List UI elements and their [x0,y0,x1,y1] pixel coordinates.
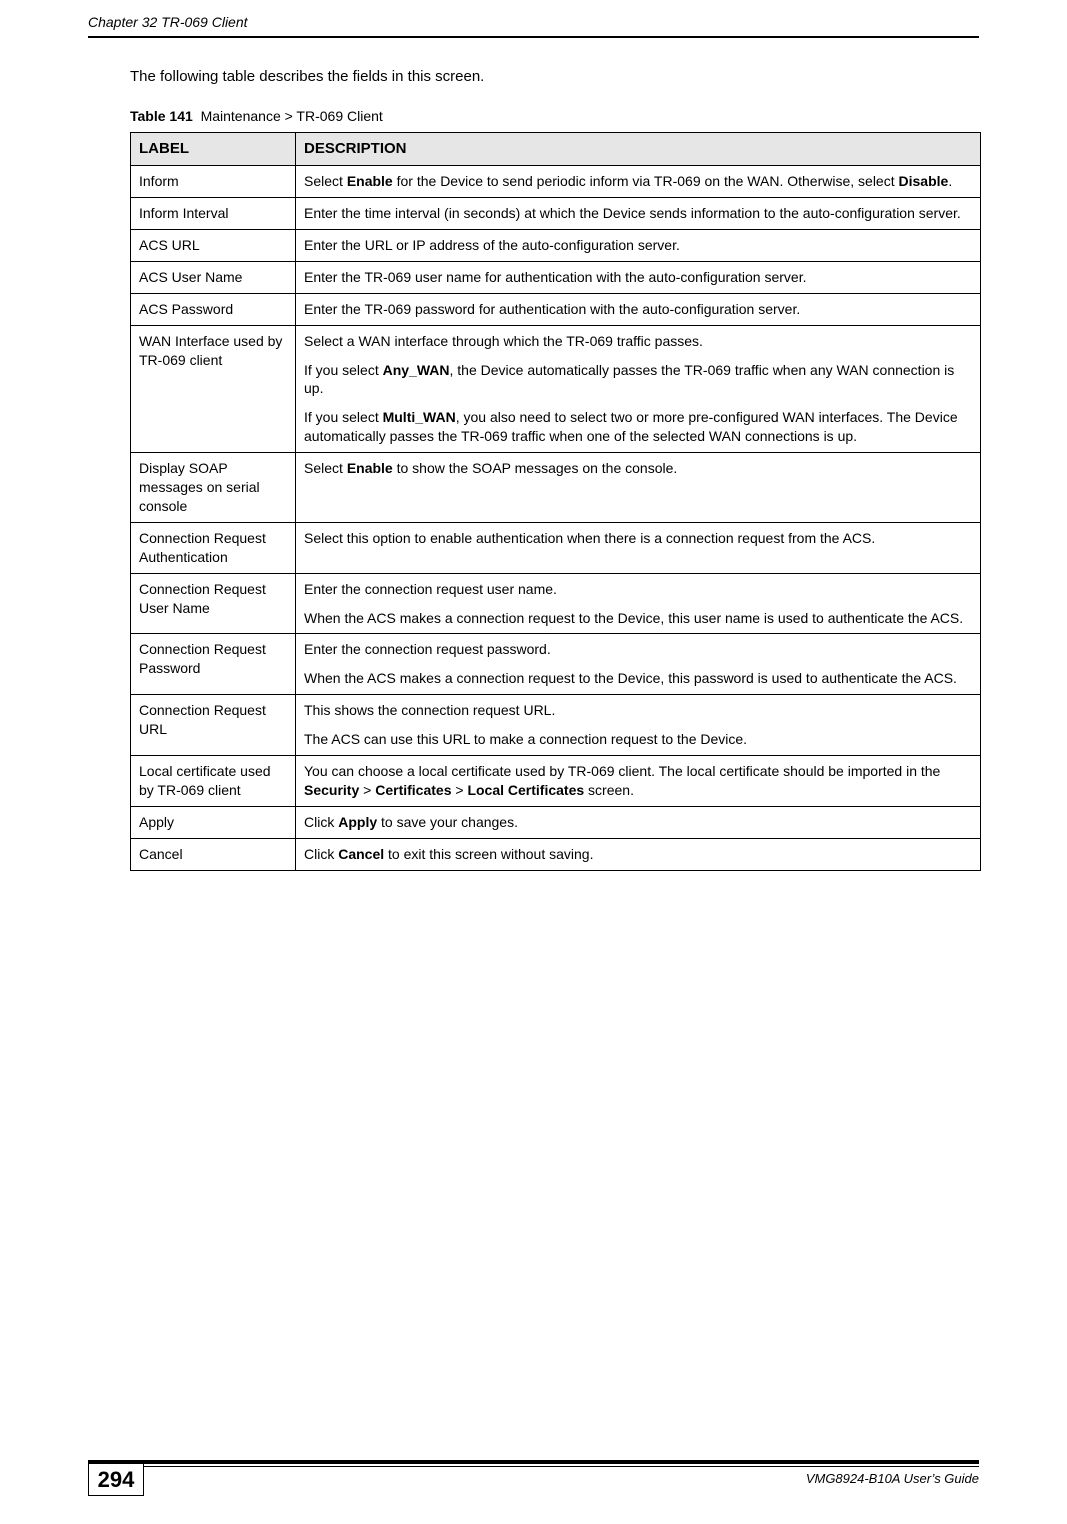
table-body: InformSelect Enable for the Device to se… [131,166,981,870]
table-cell-description: Select Enable to show the SOAP messages … [296,453,981,523]
table-cell-description: Select Enable for the Device to send per… [296,166,981,198]
table-row: WAN Interface used by TR-069 clientSelec… [131,325,981,452]
table-row: ACS URLEnter the URL or IP address of th… [131,230,981,262]
table-cell-label: Inform [131,166,296,198]
table-cell-description: Enter the TR-069 user name for authentic… [296,261,981,293]
table-row: CancelClick Cancel to exit this screen w… [131,838,981,870]
table-row: ACS User NameEnter the TR-069 user name … [131,261,981,293]
description-table: LABEL DESCRIPTION InformSelect Enable fo… [130,132,981,871]
table-cell-description: Enter the connection request user name.W… [296,573,981,634]
footer-doc-title: VMG8924-B10A User’s Guide [806,1471,979,1486]
chapter-header: Chapter 32 TR-069 Client [88,14,248,30]
table-cell-description: Enter the connection request password.Wh… [296,634,981,695]
table-cell-label: Connection Request Password [131,634,296,695]
table-cell-description: Click Cancel to exit this screen without… [296,838,981,870]
footer-rule-thin [144,1466,979,1467]
table-cell-description: You can choose a local certificate used … [296,755,981,806]
table-cell-label: Connection Request Authentication [131,522,296,573]
table-cell-description: This shows the connection request URL.Th… [296,695,981,756]
table-caption-text: Maintenance > TR-069 Client [201,108,383,124]
table-row: ApplyClick Apply to save your changes. [131,806,981,838]
table-row: Display SOAP messages on serial consoleS… [131,453,981,523]
table-cell-description: Enter the time interval (in seconds) at … [296,198,981,230]
table-cell-description: Select this option to enable authenticat… [296,522,981,573]
intro-text: The following table describes the fields… [130,68,484,85]
table-cell-description: Select a WAN interface through which the… [296,325,981,452]
table-cell-label: Connection Request URL [131,695,296,756]
table-cell-description: Enter the TR-069 password for authentica… [296,293,981,325]
table-header-label: LABEL [131,133,296,166]
table-cell-label: Inform Interval [131,198,296,230]
table-cell-label: Local certificate used by TR-069 client [131,755,296,806]
table-cell-description: Click Apply to save your changes. [296,806,981,838]
table-row: ACS PasswordEnter the TR-069 password fo… [131,293,981,325]
table-cell-label: Apply [131,806,296,838]
document-page: Chapter 32 TR-069 Client The following t… [0,0,1067,1524]
header-rule [88,36,979,38]
table-cell-label: ACS Password [131,293,296,325]
table-cell-label: Connection Request User Name [131,573,296,634]
table-cell-label: ACS URL [131,230,296,262]
table-cell-label: WAN Interface used by TR-069 client [131,325,296,452]
table-cell-description: Enter the URL or IP address of the auto-… [296,230,981,262]
table-caption-label: Table 141 [130,108,193,124]
table-row: Local certificate used by TR-069 clientY… [131,755,981,806]
table-row: Connection Request URLThis shows the con… [131,695,981,756]
table-header-description: DESCRIPTION [296,133,981,166]
table-row: Inform IntervalEnter the time interval (… [131,198,981,230]
table-row: InformSelect Enable for the Device to se… [131,166,981,198]
table-cell-label: Display SOAP messages on serial console [131,453,296,523]
footer-rule-thick [144,1460,979,1464]
table-row: Connection Request User NameEnter the co… [131,573,981,634]
table-header-row: LABEL DESCRIPTION [131,133,981,166]
table-cell-label: ACS User Name [131,261,296,293]
table-caption: Table 141 Maintenance > TR-069 Client [130,108,383,124]
table-row: Connection Request AuthenticationSelect … [131,522,981,573]
table-row: Connection Request PasswordEnter the con… [131,634,981,695]
table-cell-label: Cancel [131,838,296,870]
